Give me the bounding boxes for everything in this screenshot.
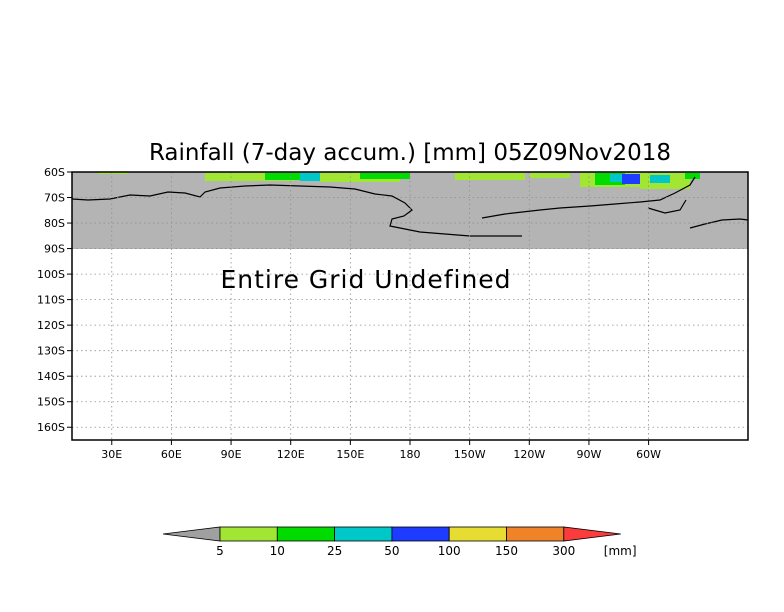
grid-lines	[72, 171, 748, 440]
x-tick-label: 60E	[161, 448, 182, 461]
colorbar-level-label: 25	[327, 544, 342, 558]
precip-patch	[98, 172, 128, 174]
x-axis-ticks: 30E 60E 90E 120E 150E 180 150W 120W 90W 60W	[101, 440, 661, 461]
colorbar-under-triangle	[162, 526, 221, 542]
x-tick-label: 180	[400, 448, 421, 461]
map-panel	[71, 171, 749, 441]
colorbar-level-label: 10	[270, 544, 285, 558]
colorbar-over-triangle	[563, 526, 621, 542]
coastline	[689, 218, 749, 229]
colorbar-unit-label: [mm]	[604, 544, 637, 558]
coastline	[647, 199, 687, 214]
colorbar-level-label: 50	[384, 544, 399, 558]
y-tick-label: 100S	[37, 268, 65, 281]
chart-title: Rainfall (7-day accum.) [mm] 05Z09Nov201…	[149, 140, 671, 166]
colorbar-level-label: 100	[438, 544, 461, 558]
colorbar-swatch	[334, 526, 393, 542]
colorbar-swatch	[391, 526, 450, 542]
y-tick-label: 150S	[37, 396, 65, 409]
undefined-grid-message: Entire Grid Undefined	[220, 265, 511, 294]
y-tick-label: 80S	[44, 217, 65, 230]
precip-patch	[205, 173, 295, 181]
y-tick-label: 110S	[37, 294, 65, 307]
x-tick-label: 90E	[221, 448, 242, 461]
precip-patches	[98, 172, 700, 189]
precip-patch	[530, 173, 570, 178]
precip-patch	[360, 173, 410, 179]
y-tick-label: 130S	[37, 345, 65, 358]
coastline	[481, 176, 696, 219]
colorbar-level-label: 5	[216, 544, 224, 558]
y-tick-label: 140S	[37, 370, 65, 383]
x-tick-label: 30E	[101, 448, 122, 461]
x-tick-label: 120W	[513, 448, 545, 461]
x-tick-label: 60W	[636, 448, 661, 461]
x-tick-label: 120E	[277, 448, 305, 461]
y-tick-label: 160S	[37, 421, 65, 434]
precip-patch	[610, 174, 630, 182]
colorbar-swatch	[448, 526, 507, 542]
y-tick-label: 90S	[44, 243, 65, 256]
precip-patch	[685, 173, 700, 179]
precip-patch	[265, 173, 325, 180]
colorbar-swatch	[276, 526, 335, 542]
x-tick-label: 150W	[454, 448, 486, 461]
precip-patch	[455, 173, 525, 180]
y-tick-label: 70S	[44, 192, 65, 205]
precip-patch	[622, 174, 642, 184]
colorbar-level-label: 150	[495, 544, 518, 558]
precip-patch	[650, 175, 670, 183]
colorbar-swatch	[219, 526, 278, 542]
y-axis-ticks: 60S 70S 80S 90S 100S 110S 120S 130S 140S 150S 160S	[37, 166, 72, 434]
colorbar: 5 10 25 50 100 150 300 [mm]	[162, 526, 637, 558]
y-tick-label: 60S	[44, 166, 65, 179]
x-tick-label: 90W	[577, 448, 602, 461]
coastline	[71, 184, 522, 237]
y-tick-label: 120S	[37, 319, 65, 332]
colorbar-swatch	[506, 526, 565, 542]
x-tick-label: 150E	[336, 448, 364, 461]
colorbar-level-label: 300	[552, 544, 575, 558]
